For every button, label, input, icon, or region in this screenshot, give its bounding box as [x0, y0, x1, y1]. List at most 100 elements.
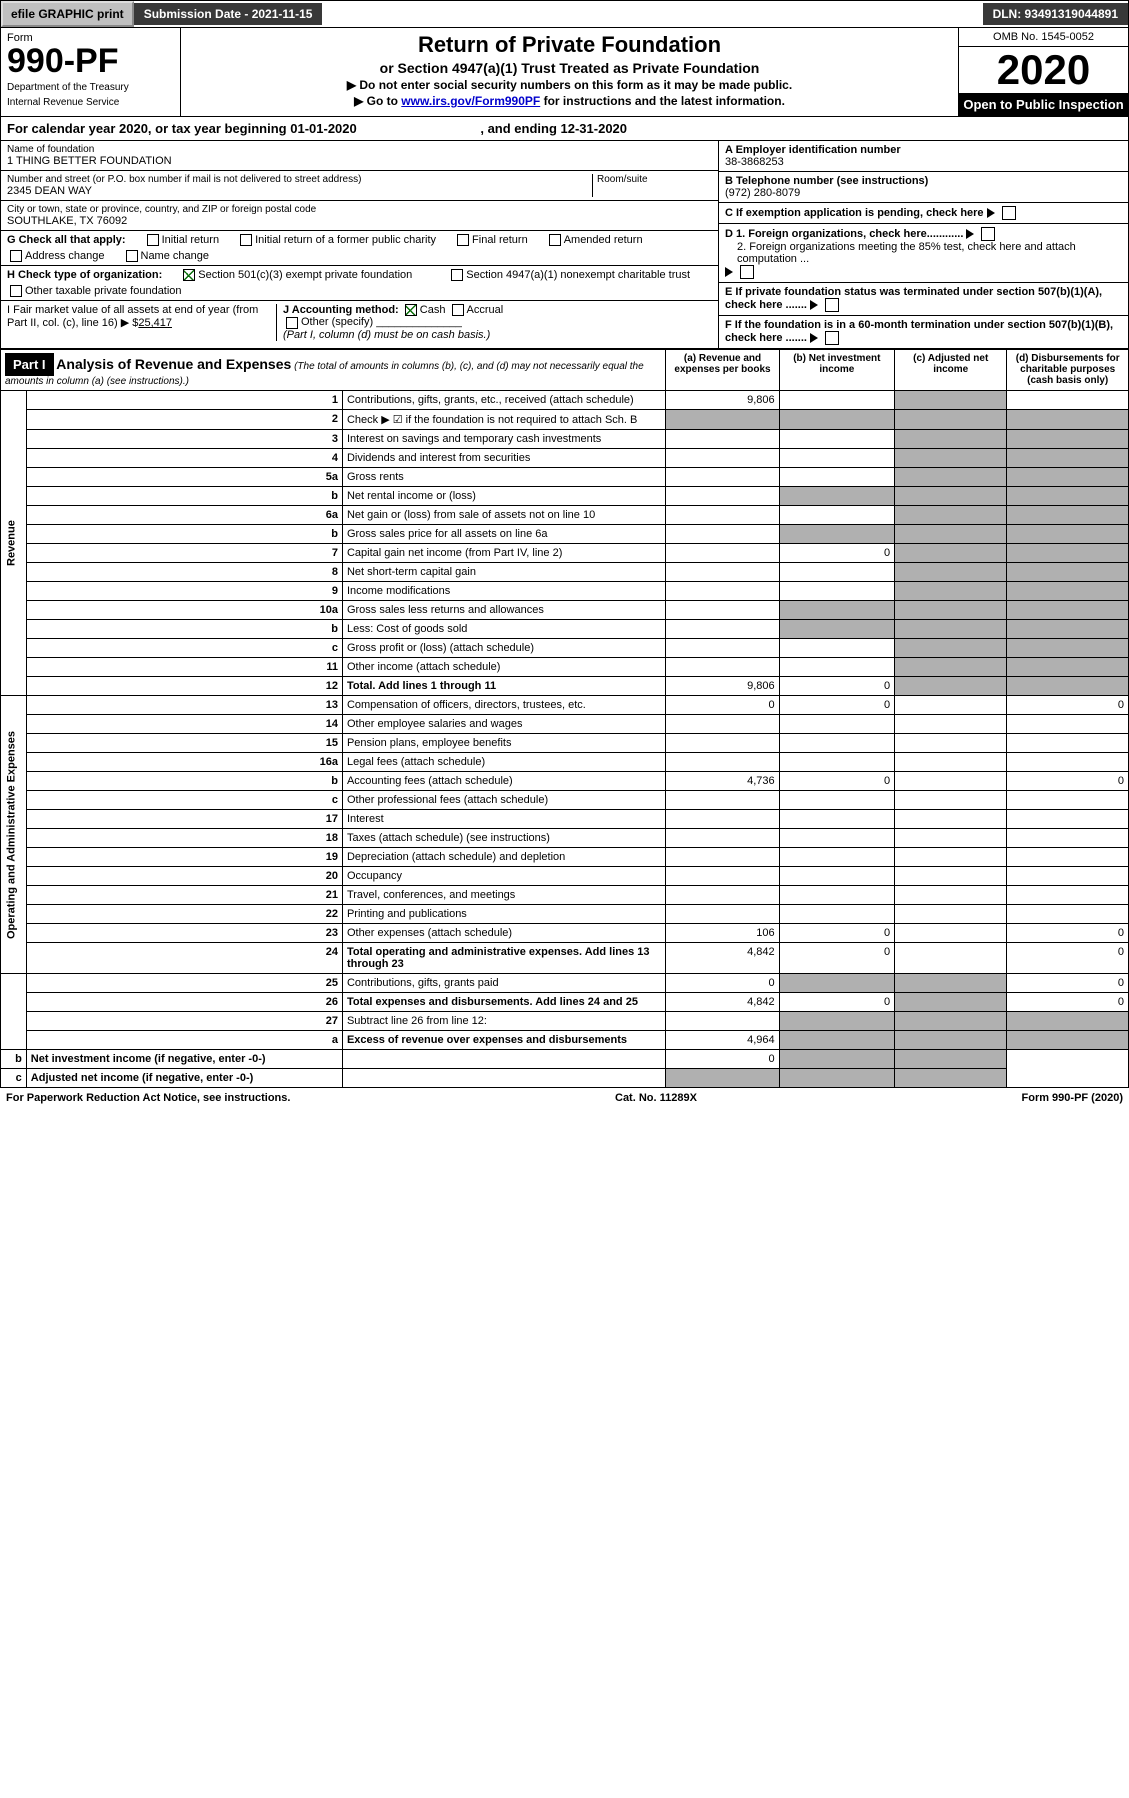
line-desc: Adjusted net income (if negative, enter … — [26, 1069, 342, 1088]
col-b-header: (b) Net investment income — [779, 350, 894, 391]
cell-value: 0 — [779, 696, 894, 715]
cell-value: 0 — [779, 772, 894, 791]
cell-value — [895, 430, 1007, 449]
line-number: c — [26, 639, 342, 658]
table-row: bNet investment income (if negative, ent… — [1, 1050, 1129, 1069]
cell-value — [779, 791, 894, 810]
501c3-checkbox[interactable] — [183, 269, 195, 281]
cell-value — [666, 563, 779, 582]
d1-checkbox[interactable] — [981, 227, 995, 241]
cell-value — [1007, 468, 1129, 487]
form-title: Return of Private Foundation — [185, 32, 954, 58]
line-desc: Other professional fees (attach schedule… — [342, 791, 665, 810]
footer-right: Form 990-PF (2020) — [1022, 1092, 1123, 1104]
line-number: 1 — [26, 391, 342, 410]
cell-value: 0 — [779, 924, 894, 943]
line-number: 13 — [26, 696, 342, 715]
cell-value — [1007, 905, 1129, 924]
cash-checkbox[interactable] — [405, 304, 417, 316]
line-number: 12 — [26, 677, 342, 696]
line-desc: Less: Cost of goods sold — [342, 620, 665, 639]
cell-value — [1007, 639, 1129, 658]
amended-return-checkbox[interactable] — [549, 234, 561, 246]
line-number: 5a — [26, 468, 342, 487]
cell-value — [1007, 487, 1129, 506]
e-checkbox[interactable] — [825, 298, 839, 312]
line-number: 25 — [26, 974, 342, 993]
footer-left: For Paperwork Reduction Act Notice, see … — [6, 1092, 290, 1104]
initial-former-checkbox[interactable] — [240, 234, 252, 246]
irs-link[interactable]: www.irs.gov/Form990PF — [401, 94, 540, 108]
table-row: 21Travel, conferences, and meetings — [1, 886, 1129, 905]
address-change-checkbox[interactable] — [10, 250, 22, 262]
cell-value — [895, 848, 1007, 867]
cell-value: 9,806 — [666, 391, 779, 410]
line-number: b — [26, 525, 342, 544]
other-method-checkbox[interactable] — [286, 317, 298, 329]
cell-value — [779, 468, 894, 487]
efile-print-button[interactable]: efile GRAPHIC print — [1, 1, 134, 27]
part1-title: Analysis of Revenue and Expenses — [56, 356, 291, 372]
table-row: 24Total operating and administrative exp… — [1, 943, 1129, 974]
line-number: b — [26, 487, 342, 506]
cell-value — [895, 677, 1007, 696]
cell-value — [895, 734, 1007, 753]
cell-value — [779, 1069, 894, 1088]
c-checkbox[interactable] — [1002, 206, 1016, 220]
line-number: 18 — [26, 829, 342, 848]
cell-value — [666, 848, 779, 867]
revenue-section-label: Revenue — [1, 391, 27, 696]
cell-value — [779, 410, 894, 430]
cell-value — [666, 410, 779, 430]
table-row: 26Total expenses and disbursements. Add … — [1, 993, 1129, 1012]
cell-value — [779, 563, 894, 582]
cell-value — [1007, 658, 1129, 677]
initial-return-checkbox[interactable] — [147, 234, 159, 246]
accrual-checkbox[interactable] — [452, 304, 464, 316]
cell-value — [895, 449, 1007, 468]
cell-value — [666, 1069, 779, 1088]
d2-checkbox[interactable] — [740, 265, 754, 279]
cell-value — [779, 620, 894, 639]
col-a-header: (a) Revenue and expenses per books — [666, 350, 779, 391]
cell-value — [895, 772, 1007, 791]
cell-value — [1007, 829, 1129, 848]
cell-value — [1007, 582, 1129, 601]
cell-value — [779, 430, 894, 449]
cell-value — [1007, 410, 1129, 430]
table-row: 23Other expenses (attach schedule)10600 — [1, 924, 1129, 943]
4947-checkbox[interactable] — [451, 269, 463, 281]
table-row: 22Printing and publications — [1, 905, 1129, 924]
address-cell: Number and street (or P.O. box number if… — [1, 171, 718, 201]
omb-number: OMB No. 1545-0052 — [959, 28, 1128, 47]
line-number: b — [26, 772, 342, 791]
table-row: cOther professional fees (attach schedul… — [1, 791, 1129, 810]
cell-value — [666, 886, 779, 905]
note-ssn: ▶ Do not enter social security numbers o… — [185, 78, 954, 92]
arrow-icon — [810, 300, 818, 310]
line-desc: Total expenses and disbursements. Add li… — [342, 993, 665, 1012]
table-row: 2Check ▶ ☑ if the foundation is not requ… — [1, 410, 1129, 430]
table-row: 3Interest on savings and temporary cash … — [1, 430, 1129, 449]
final-return-checkbox[interactable] — [457, 234, 469, 246]
line-desc: Gross rents — [342, 468, 665, 487]
f-checkbox[interactable] — [825, 331, 839, 345]
city-cell: City or town, state or province, country… — [1, 201, 718, 231]
name-change-checkbox[interactable] — [126, 250, 138, 262]
cell-value — [779, 487, 894, 506]
line-desc: Other employee salaries and wages — [342, 715, 665, 734]
cell-value: 0 — [779, 993, 894, 1012]
line-desc: Net gain or (loss) from sale of assets n… — [342, 506, 665, 525]
other-taxable-checkbox[interactable] — [10, 285, 22, 297]
cell-value — [666, 487, 779, 506]
g-check-row: G Check all that apply: Initial return I… — [1, 231, 718, 266]
line-desc: Other expenses (attach schedule) — [342, 924, 665, 943]
cell-value — [666, 506, 779, 525]
footer-mid: Cat. No. 11289X — [615, 1092, 697, 1104]
cell-value — [895, 924, 1007, 943]
f-cell: F If the foundation is in a 60-month ter… — [719, 316, 1128, 348]
line-number: 14 — [26, 715, 342, 734]
cell-value — [895, 563, 1007, 582]
header-center: Return of Private Foundation or Section … — [181, 28, 958, 116]
line-number: 20 — [26, 867, 342, 886]
